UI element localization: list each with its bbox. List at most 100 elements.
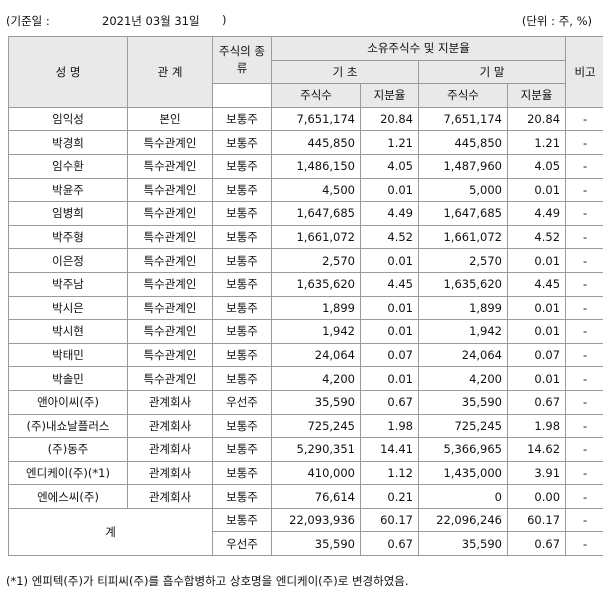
table-row: (주)내쇼날플러스 관계회사 보통주 725,245 1.98 725,245 1.98- — [8, 413, 603, 439]
cell-end-ratio: 0.07 — [506, 342, 567, 368]
cell-relation: 관계회사 — [127, 389, 213, 415]
cell-end-shares: 4,200 — [418, 366, 508, 391]
cell-begin-ratio: 20.84 — [360, 106, 419, 132]
cell-end-shares: 445,850 — [418, 130, 508, 155]
cell-begin-ratio: 0.67 — [360, 389, 419, 415]
cell-relation: 특수관계인 — [127, 366, 213, 391]
cell-name: 엔디케이(주)(*1) — [8, 460, 128, 486]
cell-begin-shares: 725,245 — [271, 413, 361, 439]
cell-remark: - — [565, 342, 603, 368]
cell-name: (주)내쇼날플러스 — [8, 413, 128, 439]
cell-end-shares: 1,435,000 — [418, 460, 508, 486]
cell-total-end-ratio: 0.67 — [506, 531, 567, 557]
cell-stock-type: 보통주 — [212, 224, 272, 250]
cell-begin-shares: 1,647,685 — [271, 201, 361, 226]
cell-stock-type: 보통주 — [212, 437, 272, 462]
cell-relation: 특수관계인 — [127, 177, 213, 203]
cell-relation: 관계회사 — [127, 437, 213, 462]
cell-relation: 특수관계인 — [127, 224, 213, 250]
cell-name: 박경희 — [8, 130, 128, 155]
cell-end-shares: 1,635,620 — [418, 271, 508, 297]
table-row: 박주남 특수관계인 보통주 1,635,620 4.45 1,635,620 4.45- — [8, 271, 603, 297]
cell-end-ratio: 0.01 — [506, 319, 567, 344]
table-row: 이은정 특수관계인 보통주 2,570 0.01 2,570 0.01- — [8, 248, 603, 273]
cell-end-shares: 5,366,965 — [418, 437, 508, 462]
col-end-ratio-header: 지분율 — [506, 83, 567, 108]
table-row: 엔디케이(주)(*1) 관계회사 보통주 410,000 1.12 1,435,000 3.… — [8, 460, 603, 486]
cell-end-shares: 24,064 — [418, 342, 508, 368]
cell-remark: - — [565, 366, 603, 391]
table-row: 임익성 본인 보통주 7,651,174 20.84 7,651,174 20.84- — [8, 106, 603, 132]
base-date-value: 2021년 03월 31일 — [102, 14, 200, 28]
cell-relation: 특수관계인 — [127, 248, 213, 273]
cell-name: 임수환 — [8, 153, 128, 179]
col-begin-shares-header: 주식수 — [271, 83, 361, 108]
cell-end-ratio: 0.01 — [506, 295, 567, 321]
cell-remark: - — [565, 201, 603, 226]
cell-end-ratio: 0.01 — [506, 366, 567, 391]
cell-begin-ratio: 4.49 — [360, 201, 419, 226]
cell-end-shares: 1,647,685 — [418, 201, 508, 226]
col-stock-type-header: 주식의 종류 — [212, 35, 272, 85]
cell-name: 박주남 — [8, 271, 128, 297]
cell-stock-type: 보통주 — [212, 248, 272, 273]
cell-remark: - — [565, 437, 603, 462]
cell-end-ratio: 4.05 — [506, 153, 567, 179]
cell-relation: 관계회사 — [127, 460, 213, 486]
table-row: 박경희 특수관계인 보통주 445,850 1.21 445,850 1.21- — [8, 130, 603, 155]
table-row: 박윤주 특수관계인 보통주 4,500 0.01 5,000 0.01- — [8, 177, 603, 203]
cell-name: (주)동주 — [8, 437, 128, 462]
cell-begin-ratio: 14.41 — [360, 437, 419, 462]
table-row: 앤아이씨(주) 관계회사 우선주 35,590 0.67 35,590 0.67- — [8, 389, 603, 415]
cell-relation: 관계회사 — [127, 413, 213, 439]
col-end-shares-header: 주식수 — [418, 83, 508, 108]
col-end-header: 기 말 — [417, 59, 567, 85]
cell-total-end-shares: 22,096,246 — [418, 507, 508, 533]
cell-end-shares: 7,651,174 — [418, 106, 508, 132]
cell-begin-ratio: 0.01 — [360, 177, 419, 203]
cell-name: 임병희 — [8, 201, 128, 226]
cell-total-begin-ratio: 0.67 — [360, 531, 419, 557]
cell-total-stock-type: 보통주 — [212, 507, 272, 533]
cell-name: 박윤주 — [8, 177, 128, 203]
cell-begin-shares: 1,661,072 — [271, 224, 361, 250]
cell-name: 엔에스씨(주) — [8, 484, 128, 509]
cell-remark: - — [565, 153, 603, 179]
cell-remark: - — [565, 177, 603, 203]
cell-end-shares: 35,590 — [418, 389, 508, 415]
cell-name: 이은정 — [8, 248, 128, 273]
table-row: 임병희 특수관계인 보통주 1,647,685 4.49 1,647,685 4.49- — [8, 201, 603, 226]
cell-stock-type: 보통주 — [212, 460, 272, 486]
col-stock-type-blank — [212, 83, 272, 108]
cell-relation: 본인 — [127, 106, 213, 132]
unit-label: (단위 : 주, %) — [521, 14, 592, 28]
cell-end-shares: 1,899 — [418, 295, 508, 321]
cell-stock-type: 보통주 — [212, 271, 272, 297]
cell-total-remark: - — [565, 507, 603, 533]
cell-total-stock-type: 우선주 — [212, 531, 272, 557]
table-row: 엔에스씨(주) 관계회사 보통주 76,614 0.21 0 0.00- — [8, 484, 603, 509]
col-name-header: 성 명 — [8, 36, 128, 108]
cell-stock-type: 보통주 — [212, 130, 272, 155]
cell-begin-ratio: 1.98 — [360, 413, 419, 439]
cell-end-ratio: 1.98 — [506, 413, 567, 439]
cell-remark: - — [565, 271, 603, 297]
cell-begin-shares: 410,000 — [271, 460, 361, 486]
cell-relation: 관계회사 — [127, 484, 213, 509]
cell-end-ratio: 3.91 — [506, 460, 567, 486]
table-row: (주)동주 관계회사 보통주 5,290,351 14.41 5,366,965 14.62… — [8, 437, 603, 462]
cell-remark: - — [565, 460, 603, 486]
cell-begin-shares: 24,064 — [271, 342, 361, 368]
cell-remark: - — [565, 484, 603, 509]
cell-relation: 특수관계인 — [127, 342, 213, 368]
col-begin-header: 기 초 — [271, 59, 419, 85]
cell-begin-ratio: 0.01 — [360, 366, 419, 391]
cell-relation: 특수관계인 — [127, 319, 213, 344]
cell-remark: - — [565, 248, 603, 273]
cell-remark: - — [565, 389, 603, 415]
cell-remark: - — [565, 224, 603, 250]
table-row: 박주형 특수관계인 보통주 1,661,072 4.52 1,661,072 4.52- — [8, 224, 603, 250]
cell-stock-type: 보통주 — [212, 366, 272, 391]
cell-stock-type: 보통주 — [212, 342, 272, 368]
cell-stock-type: 보통주 — [212, 295, 272, 321]
